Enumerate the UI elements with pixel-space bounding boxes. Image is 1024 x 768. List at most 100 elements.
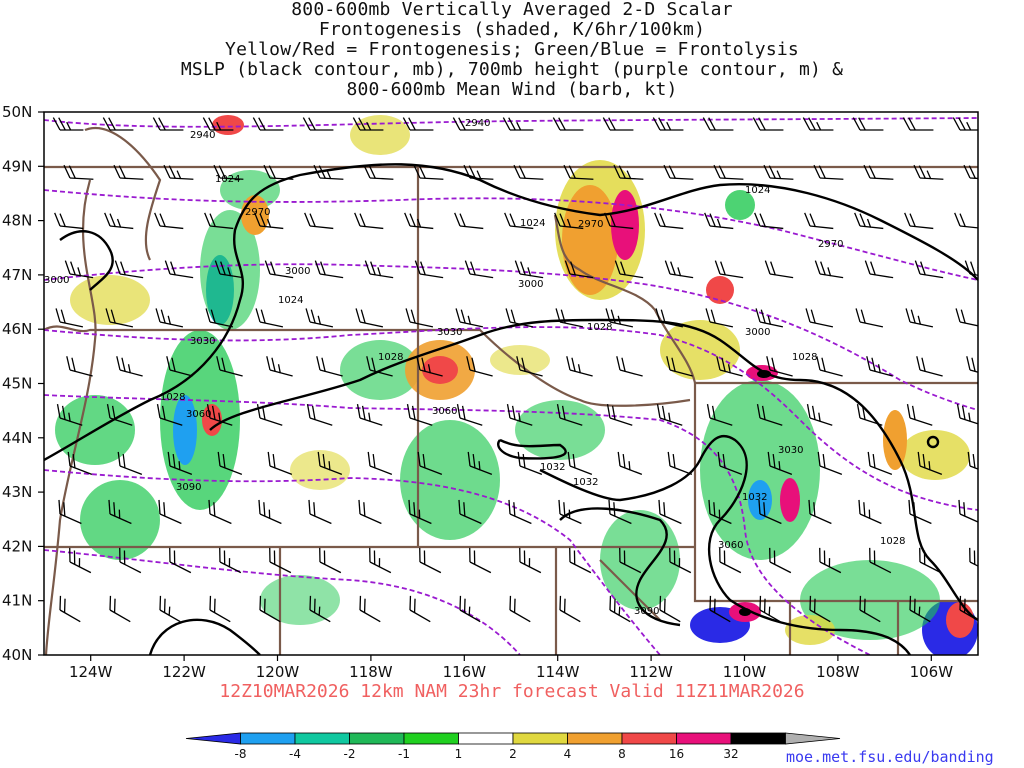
- wind-barb: [317, 451, 343, 475]
- wind-barb: [613, 164, 644, 180]
- wind-barb: [717, 451, 743, 475]
- wind-barb: [755, 308, 784, 328]
- colorbar-segment: [185, 732, 241, 745]
- wind-barb: [708, 499, 732, 525]
- wind-barb: [467, 451, 493, 475]
- colorbar-segment: [621, 732, 677, 745]
- wind-barb: [64, 260, 94, 279]
- height-label: 3090: [176, 482, 201, 493]
- wind-barb: [658, 499, 682, 525]
- wind-barb: [259, 595, 281, 623]
- colorbar-label: 16: [669, 747, 684, 761]
- wind-barb: [959, 595, 978, 623]
- mslp-label: 1028: [378, 352, 403, 363]
- wind-barb: [66, 356, 93, 377]
- wind-barb: [308, 499, 332, 525]
- title-line-4: MSLP (black contour, mb), 700mb height (…: [180, 59, 844, 80]
- wind-barb: [963, 164, 978, 180]
- credit-text: moe.met.fsu.edu/banding: [786, 748, 994, 766]
- colorbar-segment: [512, 732, 568, 745]
- wind-barb: [119, 547, 142, 574]
- wind-barb: [602, 117, 634, 131]
- wind-barb: [754, 212, 784, 230]
- mslp-label: 1028: [880, 536, 905, 547]
- wind-barb: [902, 117, 934, 131]
- lon-tick-label: 114W: [536, 663, 580, 681]
- wind-barb: [655, 308, 684, 328]
- wind-barb: [356, 403, 383, 426]
- wind-barb: [63, 164, 94, 180]
- wind-barb: [513, 164, 544, 180]
- wind-barb: [169, 547, 192, 574]
- wind-barb: [669, 547, 692, 574]
- colorbar-label: -2: [344, 747, 356, 761]
- wind-barb: [55, 308, 84, 328]
- wind-barb: [905, 308, 934, 328]
- wind-barb: [555, 308, 584, 328]
- wind-barb: [152, 117, 184, 131]
- wind-barb: [367, 451, 393, 475]
- wind-barb: [866, 356, 893, 377]
- height-label: 3030: [190, 336, 215, 347]
- wind-barb: [464, 260, 494, 279]
- wind-barb: [856, 403, 883, 426]
- wind-barb: [202, 117, 234, 131]
- wind-barb: [269, 547, 292, 574]
- wind-barb: [619, 547, 642, 574]
- colorbar-label: 4: [564, 747, 572, 761]
- colorbar-label: -8: [235, 747, 247, 761]
- wind-barb: [556, 403, 583, 426]
- wind-barb: [764, 260, 794, 279]
- height-label: 3000: [44, 275, 69, 286]
- lat-tick-label: 45N: [2, 375, 32, 393]
- wind-barb: [969, 547, 978, 574]
- wind-barb: [159, 595, 181, 623]
- mslp-label: 1032: [742, 492, 767, 503]
- wind-barb: [756, 403, 783, 426]
- wind-barb: [158, 499, 182, 525]
- wind-barb: [852, 117, 884, 131]
- wind-barb: [358, 499, 382, 525]
- wind-barb: [117, 451, 143, 475]
- mslp-label: 1032: [573, 477, 598, 488]
- wind-barb: [617, 451, 643, 475]
- wind-barb: [54, 212, 84, 230]
- wind-barb: [916, 356, 943, 377]
- wind-barb: [955, 308, 978, 328]
- lon-tick-label: 120W: [256, 663, 300, 681]
- lat-tick-label: 47N: [2, 266, 32, 284]
- wind-barb: [306, 403, 333, 426]
- wind-barb: [858, 499, 882, 525]
- mslp-label: 1028: [160, 392, 185, 403]
- wind-barb: [369, 547, 392, 574]
- wind-barb: [859, 595, 881, 623]
- colorbar-segment: [349, 732, 405, 745]
- height-label: 3030: [778, 445, 803, 456]
- mslp-label: 1024: [278, 295, 303, 306]
- height-label: 2970: [818, 239, 843, 250]
- wind-barb: [104, 212, 134, 230]
- title-line-1: 800-600mb Vertically Averaged 2-D Scalar: [291, 0, 733, 20]
- colorbar-label: 8: [618, 747, 626, 761]
- wind-barb: [713, 164, 744, 180]
- wind-barb: [254, 212, 284, 230]
- colorbar-segment: [785, 732, 841, 745]
- lon-tick-label: 108W: [816, 663, 860, 681]
- wind-barb: [255, 308, 284, 328]
- lat-tick-label: 43N: [2, 483, 32, 501]
- wind-barb: [805, 308, 834, 328]
- wind-barb: [704, 212, 734, 230]
- colorbar-segment: [567, 732, 623, 745]
- colorbar-label: -1: [398, 747, 410, 761]
- wind-barb: [716, 356, 743, 377]
- colorbar-label: 2: [509, 747, 517, 761]
- wind-barb: [854, 212, 884, 230]
- wind-barb: [656, 403, 683, 426]
- wind-barb: [419, 547, 442, 574]
- wind-barb: [506, 403, 533, 426]
- wind-barb: [309, 595, 331, 623]
- wind-barb: [455, 308, 484, 328]
- wind-barb: [605, 308, 634, 328]
- mslp-label: 1024: [215, 174, 240, 185]
